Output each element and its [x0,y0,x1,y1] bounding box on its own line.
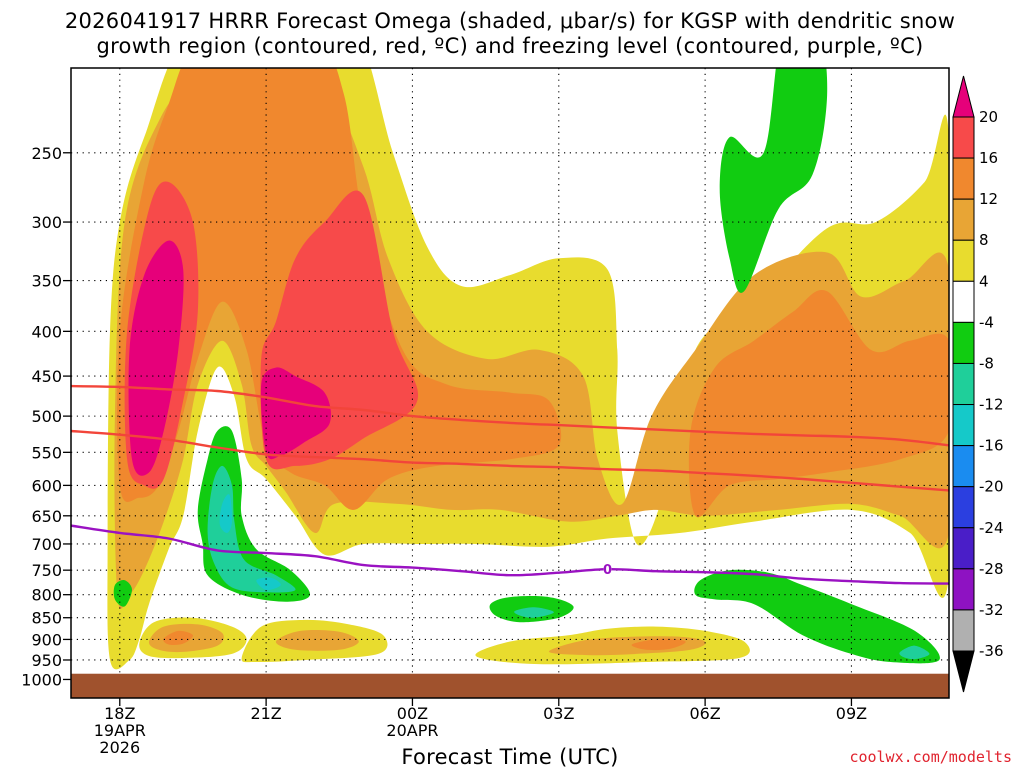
y-tick-label-500: 500 [31,407,62,426]
x-tick-label-18-2: 2026 [99,738,140,757]
omega-region-18 [219,494,233,533]
colorbar-label-10: -24 [979,519,1004,537]
omega-region-15 [631,638,686,651]
colorbar-swatch-6 [952,362,975,406]
colorbar-label-13: -36 [979,642,1004,660]
freezing-label-bg [603,563,612,576]
colorbar-swatch-8 [952,445,975,488]
y-tick-label-800: 800 [31,586,62,605]
y-tick-label-700: 700 [31,535,62,554]
omega-region-10 [163,630,193,645]
x-tick-label-18-0: 18Z [104,704,135,723]
y-axis: 250 300 350 400 450 500 550 600 650 700 750 800 850 9… [21,144,71,689]
omega-region-19 [256,577,281,591]
dgz-contour-lower [71,429,949,492]
freezing-level-label: 0 [603,563,612,578]
y-tick-label-400: 400 [31,322,62,341]
x-tick-label-24-0: 00Z [397,704,428,723]
ground-surface [71,673,949,698]
colorbar-swatch-12 [952,609,975,652]
chart-title-line-2: growth region (contoured, red, ºC) and f… [96,34,923,58]
contour-lines: 0 [71,384,949,585]
colorbar-label-1: 16 [979,149,998,167]
colorbar-label-9: -20 [979,478,1004,496]
colorbar: 20 16 12 8 4 -4 -8 -12 -16 -20 -24 -28 -32 -36 [952,75,1004,693]
y-tick-label-950: 950 [31,651,62,670]
colorbar-label-5: -4 [979,313,994,331]
colorbar-swatch-3 [952,239,975,282]
x-tick-label-33-0: 09Z [836,704,867,723]
chart-title-line-1: 2026041917 HRRR Forecast Omega (shaded, … [65,9,955,33]
dgz-contour-upper [71,384,949,447]
y-tick-label-850: 850 [31,609,62,628]
colorbar-swatch-2 [952,198,975,241]
colorbar-swatch-7 [952,404,975,447]
y-tick-label-600: 600 [31,476,62,495]
omega-region-25 [719,68,828,293]
colorbar-swatch-5 [952,321,975,364]
omega-region-20 [113,580,132,607]
x-tick-label-18-1: 19APR [94,721,146,740]
omega-region-24 [899,645,930,660]
x-axis-title: Forecast Time (UTC) [401,745,618,768]
colorbar-label-8: -16 [979,437,1004,455]
colorbar-swatch-1 [952,157,975,200]
freezing-level-contour [71,524,949,585]
colorbar-label-11: -28 [979,560,1004,578]
omega-region-12 [275,630,359,651]
colorbar-swatch-10 [952,527,975,570]
omega-region-7 [260,367,331,460]
gridlines [71,68,949,698]
y-tick-label-250: 250 [31,144,62,163]
y-tick-label-550: 550 [31,443,62,462]
y-tick-label-350: 350 [31,272,62,291]
x-tick-label-30-0: 06Z [689,704,720,723]
colorbar-label-3: 8 [979,231,989,249]
omega-region-6 [128,240,184,476]
plot-frame [70,67,950,699]
colorbar-label-12: -32 [979,601,1004,619]
omega-region-23 [694,569,940,664]
colorbar-swatch-9 [952,486,975,529]
x-tick-label-27-0: 03Z [543,704,574,723]
omega-region-3 [688,290,949,518]
y-tick-label-300: 300 [31,213,62,232]
colorbar-bottom-triangle [952,650,975,693]
colorbar-label-4: 4 [979,272,989,290]
colorbar-swatch-0 [952,116,975,159]
y-tick-label-900: 900 [31,630,62,649]
colorbar-swatch-11 [952,568,975,611]
colorbar-label-2: 12 [979,190,998,208]
y-tick-label-1000: 1000 [21,670,62,689]
colorbar-swatch-4 [952,280,975,323]
omega-region-22 [514,607,554,618]
colorbar-top-triangle [952,75,975,118]
colorbar-label-0: 20 [979,108,998,126]
x-tick-label-21-0: 21Z [250,704,281,723]
colorbar-label-6: -8 [979,354,994,372]
y-tick-label-450: 450 [31,367,62,386]
site-credit: coolwx.com/modelts [849,748,1012,766]
y-tick-label-750: 750 [31,561,62,580]
x-tick-label-24-1: 20APR [386,721,438,740]
omega-shaded-regions [107,68,949,670]
y-tick-label-650: 650 [31,507,62,526]
colorbar-label-7: -12 [979,396,1004,414]
